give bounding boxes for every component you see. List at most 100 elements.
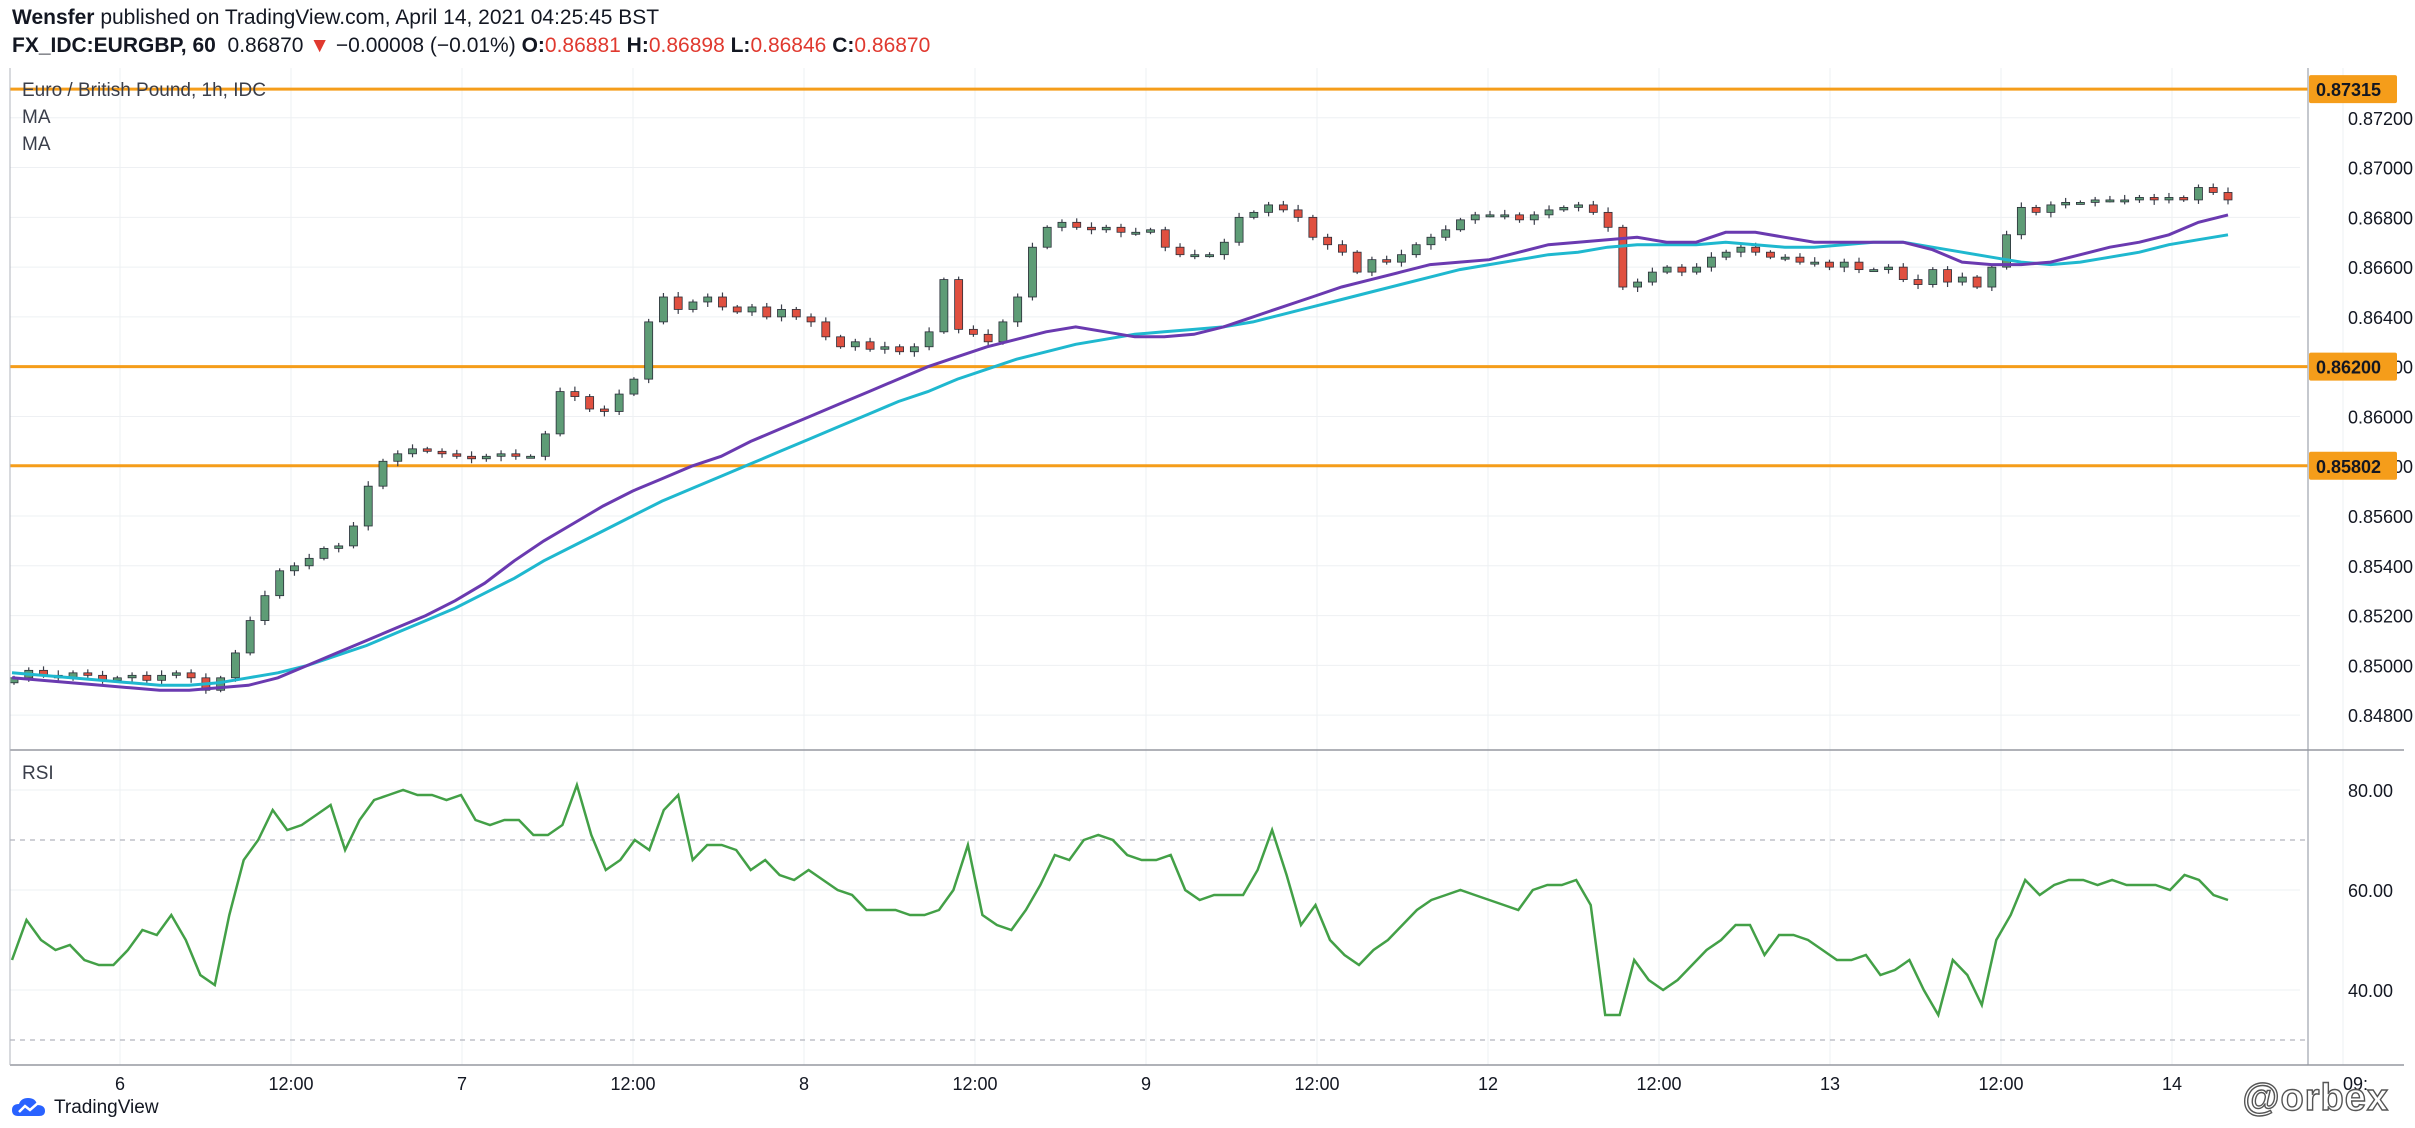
candle-body (1736, 246, 1746, 253)
candle-body (1278, 204, 1288, 211)
low-value: 0.86846 (750, 34, 827, 57)
candle-body (2061, 202, 2071, 206)
last-price: 0.86870 (227, 34, 304, 57)
candle-body (245, 620, 255, 654)
publish-line: Wensfer published on TradingView.com, Ap… (12, 6, 659, 30)
candle-body (924, 331, 934, 348)
candle-body (954, 279, 964, 330)
candle-body (452, 453, 462, 457)
candle-body (1057, 221, 1067, 228)
time-tick-label: 12:00 (1636, 1074, 1681, 1094)
level-labels: 0.87315 0.86200 0.85802 (2309, 75, 2397, 480)
candle-body (1898, 266, 1908, 280)
candle-body (304, 557, 314, 567)
candle-body (260, 595, 270, 621)
candle-body (1603, 211, 1613, 228)
horizontal-levels (10, 87, 2308, 468)
time-tick-label: 14 (2162, 1074, 2182, 1094)
close-label: C: (832, 34, 855, 57)
candle-body (127, 674, 137, 679)
rsi-axis-labels: 80.00 60.00 40.00 (2348, 781, 2393, 1001)
time-tick-label: 12:00 (1978, 1074, 2023, 1094)
candle-body (437, 450, 447, 455)
rsi-tick-label: 80.00 (2348, 781, 2393, 801)
candle-body (1470, 214, 1480, 221)
rsi-bands (10, 839, 2308, 1041)
candle-body (1618, 226, 1628, 288)
publish-info: published on TradingView.com, April 14, … (94, 6, 660, 29)
candle-body (585, 396, 595, 410)
candle-body (1382, 259, 1392, 263)
candle-body (1323, 236, 1333, 246)
time-tick-label: 12:00 (268, 1074, 313, 1094)
candle-body (2075, 202, 2085, 205)
chart-title: Euro / British Pound, 1h, IDC (22, 80, 266, 101)
price-tick-label: 0.86400 (2348, 308, 2413, 328)
candle-body (614, 393, 624, 412)
candle-body (688, 301, 698, 310)
time-tick-label: 9 (1141, 1074, 1151, 1094)
candle-body (1839, 261, 1849, 268)
candle-body (2090, 199, 2100, 203)
candle-body (290, 565, 299, 572)
candle-body (2002, 234, 2011, 268)
candle-body (1766, 251, 1775, 258)
candle-body (762, 306, 772, 318)
candle-body (186, 672, 196, 679)
candle-body (83, 672, 93, 676)
candle-body (1101, 226, 1111, 231)
candle-body (1913, 279, 1923, 285)
candle-body (718, 296, 727, 308)
rsi-tick-label: 60.00 (2348, 881, 2393, 901)
candle-body (1249, 211, 1259, 218)
candle-body (983, 333, 993, 343)
candle-body (1515, 214, 1524, 221)
price-tick-label: 0.86600 (2348, 258, 2413, 278)
price-axis-labels: 0.848000.850000.852000.854000.856000.858… (2348, 109, 2413, 726)
candle-body (142, 674, 152, 681)
candle-body (673, 296, 683, 310)
candle-body (1293, 209, 1303, 218)
candle-body (2046, 204, 2056, 213)
cloud-icon (12, 1098, 45, 1116)
candle-body (1869, 269, 1879, 273)
candle-body (1574, 204, 1583, 208)
candle-body (1234, 216, 1244, 243)
candle-body (2208, 187, 2218, 193)
candle-body (393, 453, 403, 462)
time-tick-label: 13 (1820, 1074, 1840, 1094)
candle-body (821, 321, 831, 338)
candle-body (363, 485, 373, 527)
price-tick-label: 0.86800 (2348, 208, 2413, 228)
open-value: 0.86881 (544, 34, 621, 57)
candle-body (1677, 266, 1687, 273)
level-badge (2309, 451, 2397, 480)
candle-body (1972, 276, 1982, 288)
candle-body (1013, 296, 1023, 323)
candle-body (1426, 236, 1436, 246)
time-tick-label: 12:00 (1294, 1074, 1339, 1094)
rsi-label: RSI (22, 763, 54, 784)
level-badge (2309, 352, 2397, 381)
candle-body (422, 448, 432, 452)
open-label: O: (521, 34, 545, 57)
candle-body (2031, 206, 2041, 213)
candle-body (1854, 261, 1864, 271)
ohlc-line: FX_IDC:EURGBP, 60 0.86870 ▼ −0.00008 (−0… (12, 34, 930, 58)
candle-body (526, 455, 535, 459)
candle-body (1647, 271, 1657, 283)
candle-body (1825, 261, 1834, 268)
candle-body (806, 316, 816, 323)
time-tick-label: 12:00 (610, 1074, 655, 1094)
candle-body (408, 448, 417, 455)
candle-body (1205, 254, 1214, 258)
candle-body (1529, 214, 1539, 221)
ma1-label: MA (22, 107, 51, 128)
candle-body (334, 545, 344, 549)
candle-body (659, 296, 668, 323)
candle-body (1190, 254, 1200, 258)
author-name[interactable]: Wensfer (12, 6, 95, 29)
tradingview-logo[interactable]: TradingView (10, 1096, 159, 1120)
candle-body (319, 547, 329, 559)
